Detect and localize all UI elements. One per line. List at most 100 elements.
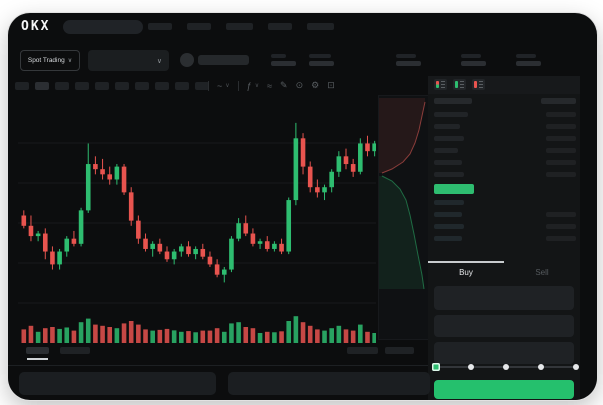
ask-price-placeholder[interactable] [434, 172, 464, 177]
total-input[interactable] [434, 342, 574, 364]
slider-step-dot[interactable] [468, 364, 474, 370]
timeframe-button[interactable] [35, 82, 49, 90]
timeframe-button[interactable] [155, 82, 169, 90]
price-input[interactable] [434, 286, 574, 310]
color-mark [436, 81, 439, 88]
timeframe-button[interactable] [135, 82, 149, 90]
nav-item[interactable] [307, 23, 334, 30]
buy-submit-button[interactable] [434, 380, 574, 399]
ask-price-placeholder[interactable] [434, 136, 464, 141]
stat-label-placeholder [309, 54, 331, 58]
orderbook-panel: Buy Sell [428, 76, 580, 400]
bid-price-placeholder[interactable] [434, 224, 464, 229]
camera-icon[interactable]: ⊙ [295, 80, 304, 90]
ask-price-placeholder[interactable] [434, 148, 458, 153]
line-mark [441, 87, 445, 88]
stat-group [396, 54, 421, 66]
nav-item[interactable] [148, 23, 172, 30]
stat-value-placeholder [396, 61, 421, 66]
history-panel-placeholder [228, 372, 430, 395]
ask-price-placeholder[interactable] [434, 160, 462, 165]
slider-handle[interactable] [432, 363, 440, 371]
amount-input[interactable] [434, 315, 574, 337]
orderbook-view-asks-icon[interactable] [472, 79, 485, 90]
bottom-divider [8, 365, 428, 366]
ask-amount-placeholder [546, 148, 576, 153]
timeframe-button[interactable] [75, 82, 89, 90]
market-type-label: Spot Trading [27, 57, 65, 64]
ask-price-placeholder[interactable] [434, 112, 468, 117]
timeframe-button[interactable] [115, 82, 129, 90]
ask-price-placeholder[interactable] [434, 124, 460, 129]
stat-value-placeholder [309, 61, 334, 66]
bid-amount-placeholder [546, 212, 576, 217]
pair-coin-icon [180, 53, 194, 67]
buy-tab-indicator [428, 261, 504, 263]
stat-value-placeholder [516, 61, 541, 66]
chart-range-button[interactable] [347, 347, 378, 354]
orderbook-view-bids-icon[interactable] [453, 79, 466, 90]
search-input[interactable] [63, 20, 143, 34]
settings-icon[interactable]: ⚙ [311, 80, 320, 90]
tab-buy[interactable]: Buy [459, 268, 473, 277]
line-mark [460, 81, 464, 82]
timeframe-button[interactable] [195, 82, 209, 90]
stat-label-placeholder [396, 54, 416, 58]
stat-label-placeholder [461, 54, 481, 58]
app-window: OKX Spot Trading ∨ ∨ ~ ∨ ƒ ∨ ≈ ✎ ⊙ ⚙ ⊡ Buy Sell [8, 13, 597, 400]
stat-label-placeholder [516, 54, 536, 58]
top-nav [148, 23, 334, 30]
bottom-tab[interactable] [26, 347, 49, 354]
candlestick-chart [18, 122, 376, 343]
line-mark [479, 81, 483, 82]
indicators-icon[interactable]: ƒ [246, 80, 252, 91]
slider-step-dot[interactable] [573, 364, 579, 370]
orderbook-view-switcher [428, 76, 580, 94]
chart-range-button[interactable] [385, 347, 414, 354]
stat-label-placeholder [271, 54, 286, 58]
timeframe-button[interactable] [15, 82, 29, 90]
toolbar-divider [237, 80, 239, 91]
market-type-dropdown[interactable]: Spot Trading ∨ [20, 50, 80, 71]
tab-sell[interactable]: Sell [535, 268, 549, 277]
chevron-down-icon: ∨ [225, 83, 230, 89]
bid-amount-placeholder [546, 236, 576, 241]
last-price-badge [434, 184, 474, 194]
ask-amount-placeholder [546, 112, 576, 117]
pair-selector-dropdown[interactable]: ∨ [88, 50, 169, 71]
bid-price-placeholder[interactable] [434, 212, 462, 217]
fullscreen-icon[interactable]: ⊡ [327, 80, 335, 90]
line-mark [479, 87, 483, 88]
toolbar-divider [208, 80, 209, 91]
color-mark [474, 81, 477, 88]
chart-type-icon[interactable]: ~ [217, 80, 223, 91]
bottom-tab[interactable] [60, 347, 90, 354]
stat-value-placeholder [461, 61, 486, 66]
nav-item[interactable] [268, 23, 292, 30]
bid-price-placeholder[interactable] [434, 200, 464, 205]
pair-name-placeholder [198, 55, 249, 65]
slider-step-dot[interactable] [538, 364, 544, 370]
timeframe-button[interactable] [175, 82, 189, 90]
timeframe-button[interactable] [55, 82, 69, 90]
color-mark [455, 81, 458, 88]
bid-price-placeholder[interactable] [434, 236, 462, 241]
nav-item[interactable] [226, 23, 253, 30]
line-mark [460, 84, 464, 85]
slider-step-dot[interactable] [503, 364, 509, 370]
stat-value-placeholder [271, 61, 296, 66]
line-mark [460, 87, 464, 88]
chevron-down-icon: ∨ [156, 57, 162, 65]
stat-group [309, 54, 334, 66]
orderbook-col-header [434, 98, 472, 104]
depth-chart [378, 95, 430, 340]
orderbook-view-both-icon[interactable] [434, 79, 447, 90]
orders-panel-placeholder [19, 372, 216, 395]
nav-item[interactable] [187, 23, 211, 30]
draw-icon[interactable]: ✎ [280, 80, 288, 90]
okx-logo: OKX [21, 19, 51, 34]
timeframe-button[interactable] [95, 82, 109, 90]
line-style-icon[interactable]: ≈ [267, 80, 273, 91]
bid-amount-placeholder [546, 224, 576, 229]
stat-group [516, 54, 541, 66]
